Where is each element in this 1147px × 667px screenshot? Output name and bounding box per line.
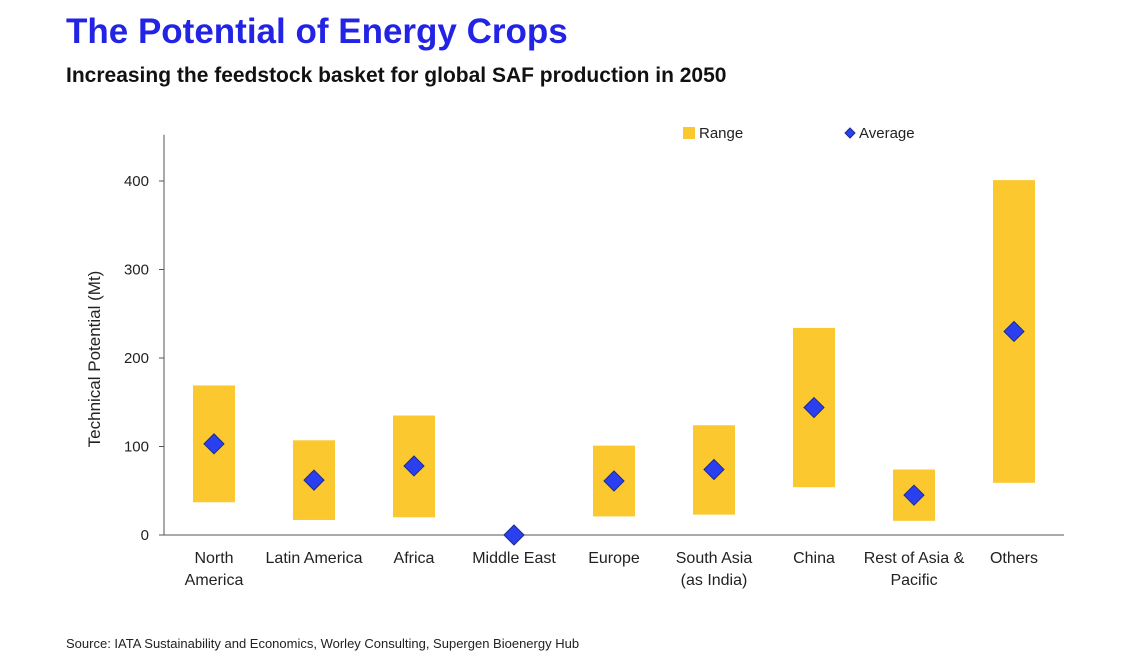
source-note: Source: IATA Sustainability and Economic… [66, 636, 580, 651]
y-tick-label: 200 [124, 350, 149, 367]
average-marker [303, 469, 325, 491]
average-marker [503, 524, 525, 546]
y-axis-label: Technical Potential (Mt) [85, 271, 104, 448]
range-bars [193, 180, 1035, 521]
average-marker [203, 433, 225, 455]
x-tick-label: Latin America [266, 550, 363, 567]
x-tick-label: South Asia [676, 550, 753, 567]
range-chart: Range Average 0 100 200 300 400 North America… [85, 125, 1064, 589]
y-tick-label: 100 [124, 439, 149, 456]
y-tick-label: 0 [141, 527, 149, 544]
x-tick-label: Rest of Asia & [864, 550, 965, 567]
x-tick-label: (as India) [681, 572, 748, 589]
legend-average-marker [844, 127, 856, 139]
chart-axes [163, 134, 1064, 536]
y-tick-label: 300 [124, 262, 149, 279]
chart-legend: Range Average [683, 125, 915, 142]
average-marker [903, 484, 925, 506]
average-marker [703, 458, 725, 481]
average-marker [603, 470, 625, 492]
x-tick-label: North [194, 550, 233, 567]
legend-range-swatch [683, 127, 695, 139]
chart-title: The Potential of Energy Crops [66, 12, 568, 51]
legend-range-label: Range [699, 125, 743, 142]
x-tick-label: Pacific [890, 572, 937, 589]
average-marker [1003, 320, 1025, 343]
average-marker [403, 455, 425, 477]
average-marker [803, 396, 825, 419]
x-tick-label: Others [990, 550, 1038, 567]
y-tick-label: 400 [124, 173, 149, 190]
x-tick-label: Europe [588, 550, 640, 567]
legend-average-label: Average [859, 125, 915, 142]
x-tick-label: America [185, 572, 244, 589]
x-tick-label: China [793, 550, 835, 567]
x-axis-labels: North America Latin America Africa Middle Ea… [185, 550, 1038, 589]
y-axis-ticks: 0 100 200 300 400 [124, 173, 164, 544]
x-tick-label: Middle East [472, 550, 556, 567]
average-markers [203, 320, 1025, 546]
chart-subtitle: Increasing the feedstock basket for glob… [66, 64, 727, 87]
x-tick-label: Africa [394, 550, 435, 567]
